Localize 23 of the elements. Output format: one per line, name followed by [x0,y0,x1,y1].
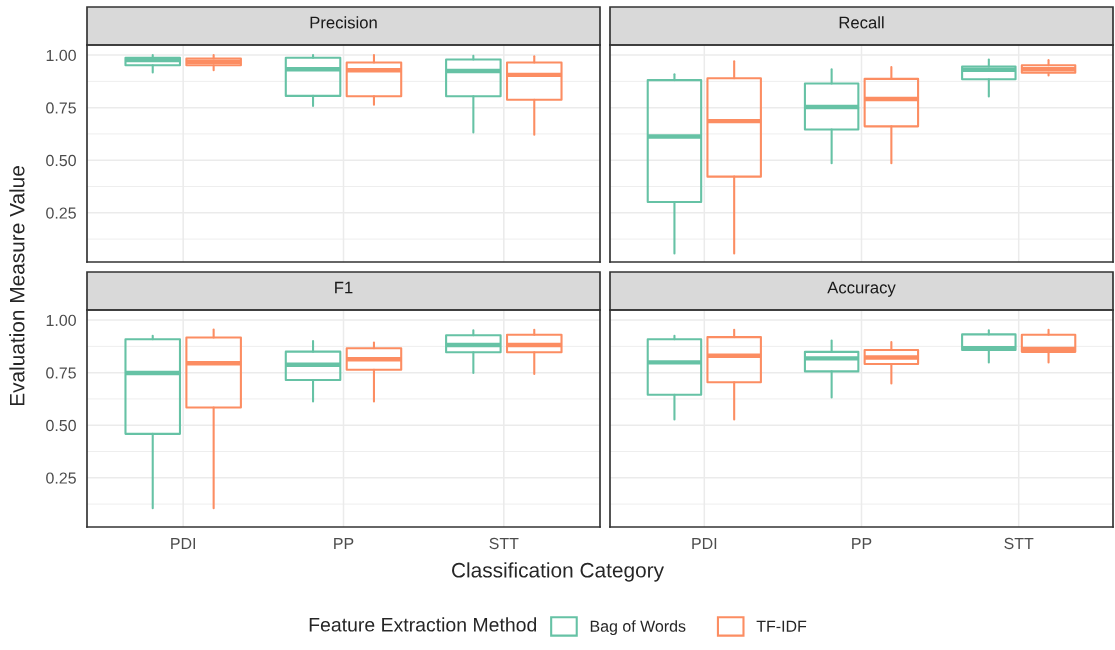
y-tick-label: 0.25 [46,472,76,484]
y-tick-label: 0.75 [46,367,76,379]
x-tick-label: PP [852,538,872,549]
x-tick-label: PDI [692,538,717,549]
x-tick-label: PDI [171,538,196,549]
chart-title: Accuracy [827,281,896,297]
chart-title: Precision [310,16,377,29]
legend-label: TF-IDF [756,620,807,632]
y-tick-label: 1.00 [46,49,76,62]
legend-title: Feature Extraction Method [309,617,537,632]
y-tick-label: 0.50 [46,154,76,167]
x-tick-label: PP [334,538,354,549]
y-tick-label: 0.50 [46,419,76,432]
x-tick-label: STT [489,537,519,550]
x-tick-label: STT [1004,537,1034,550]
chart-title: Recall [839,16,884,29]
y-tick-label: 0.75 [46,102,76,114]
y-tick-label: 0.25 [46,207,76,219]
y-tick-label: 1.00 [46,314,76,327]
legend-label: Bag of Words [590,620,686,636]
chart-title: F1 [335,281,353,294]
y-axis-title: Evaluation Measure Value [9,166,25,406]
x-axis-title: Classification Category [452,562,664,582]
